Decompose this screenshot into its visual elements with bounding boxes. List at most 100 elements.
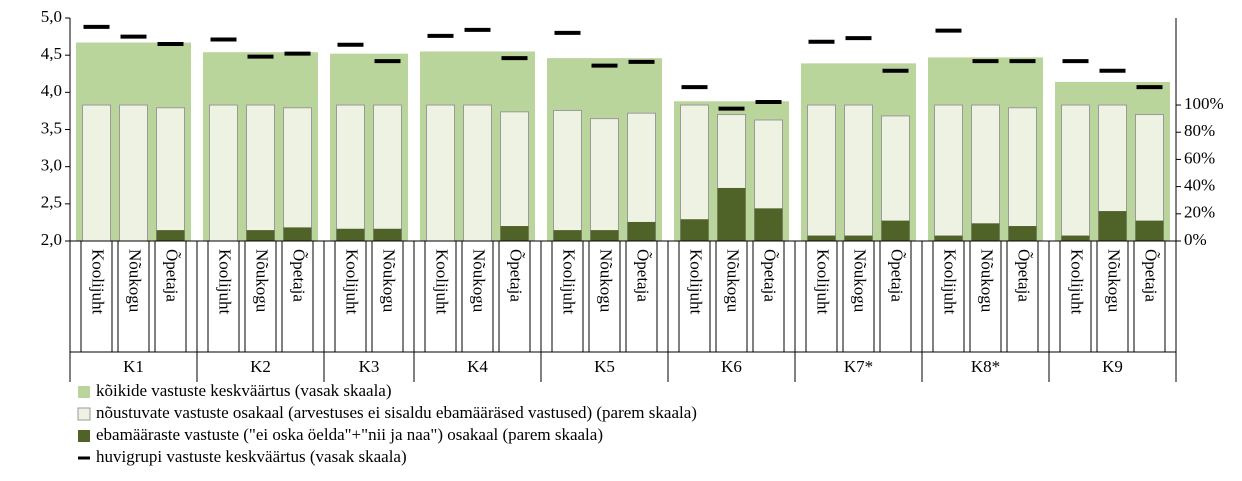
uncertain-share-bar [971,223,1000,241]
agree-share-bar [680,104,709,242]
agree-share-bar [336,104,365,242]
legend-label: huvigrupi vastuste keskväärtus (vasak sk… [96,447,407,466]
group-label: K1 [123,357,144,376]
uncertain-share-bar [1061,235,1090,241]
agree-share-bar [881,115,910,242]
subcategory-label: Õpetaja [761,249,780,302]
subcategory-label: Õpetaja [163,249,182,302]
agree-share-bar [283,107,312,242]
y-tick-label: 4,0 [41,81,62,100]
agree-share-bar [971,104,1000,242]
subcategory-label: Koolijuht [814,249,833,314]
subcategory-label: Koolijuht [941,249,960,314]
agree-share-bar [426,104,455,242]
y-tick-label: 3,5 [41,118,62,137]
uncertain-share-bar [754,208,783,241]
y-tick-label: 2,5 [41,193,62,212]
subcategory-label: Nõukogu [978,249,997,313]
agree-share-bar [156,107,185,242]
uncertain-share-bar [336,228,365,241]
uncertain-share-bar [680,219,709,241]
subcategory-label: Koolijuht [560,249,579,314]
uncertain-share-bar [881,220,910,241]
agree-share-bar [373,104,402,242]
uncertain-share-bar [934,235,963,241]
y2-tick-label: 40% [1184,176,1215,195]
subcategory-label: Nõukogu [470,249,489,313]
agree-share-bar [1061,104,1090,242]
subcategory-label: Koolijuht [1068,249,1087,314]
uncertain-share-bar [156,230,185,241]
subcategory-label: Õpetaja [1142,249,1161,302]
uncertain-share-bar [373,228,402,241]
subcategory-label: Koolijuht [433,249,452,314]
agree-share-bar [1135,114,1164,242]
group-label: K8* [971,357,1000,376]
legend-label: nõustuvate vastuste osakaal (arvestuses … [96,403,697,422]
subcategory-label: Nõukogu [1105,249,1124,313]
group-label: K7* [844,357,873,376]
group-label: K2 [250,357,271,376]
y-tick-label: 3,0 [41,156,62,175]
uncertain-share-bar [807,235,836,241]
subcategory-label: Õpetaja [634,249,653,302]
subcategory-label: Nõukogu [851,249,870,313]
agree-share-bar [119,104,148,242]
uncertain-share-bar [627,221,656,241]
legend-swatch [78,430,90,442]
agree-share-bar [844,104,873,242]
subcategory-label: Nõukogu [126,249,145,313]
uncertain-share-bar [553,230,582,241]
subcategory-label: Koolijuht [343,249,362,314]
group-label: K9 [1102,357,1123,376]
group-label: K4 [467,357,488,376]
subcategory-label: Õpetaja [888,249,907,302]
subcategory-label: Õpetaja [507,249,526,302]
uncertain-share-bar [283,227,312,241]
subcategory-label: Koolijuht [687,249,706,314]
subcategory-label: Nõukogu [380,249,399,313]
subcategory-label: Nõukogu [724,249,743,313]
uncertain-share-bar [500,226,529,241]
uncertain-share-bar [1098,211,1127,241]
y2-tick-label: 100% [1184,94,1224,113]
uncertain-share-bar [1008,226,1037,241]
uncertain-share-bar [717,187,746,241]
subcategory-label: Koolijuht [216,249,235,314]
agree-share-bar [553,109,582,242]
y2-tick-label: 80% [1184,121,1215,140]
legend-swatch [78,386,90,398]
group-label: K5 [594,357,615,376]
subcategory-label: Koolijuht [89,249,108,314]
y-tick-label: 2,0 [41,230,62,249]
y2-tick-label: 20% [1184,203,1215,222]
legend-swatch [77,407,91,421]
agree-share-bar [82,104,111,242]
agree-share-bar [463,104,492,242]
agree-share-bar [590,118,619,242]
subcategory-label: Õpetaja [1015,249,1034,302]
agree-share-bar [209,104,238,242]
group-label: K6 [721,357,742,376]
y-tick-label: 4,5 [41,44,62,63]
y2-tick-label: 60% [1184,148,1215,167]
group-label: K3 [359,357,380,376]
agree-share-bar [500,111,529,242]
agree-share-bar [807,104,836,242]
subcategory-label: Nõukogu [253,249,272,313]
y2-tick-label: 0% [1184,230,1207,249]
y-tick-label: 5,0 [41,7,62,26]
agree-share-bar [934,104,963,242]
legend-label: kõikide vastuste keskväärtus (vasak skaa… [96,381,392,400]
legend-label: ebamääraste vastuste ("ei oska öelda"+"n… [96,425,603,444]
agree-share-bar [246,104,275,242]
subcategory-label: Õpetaja [290,249,309,302]
uncertain-share-bar [1135,220,1164,241]
uncertain-share-bar [590,230,619,241]
uncertain-share-bar [844,235,873,241]
subcategory-label: Nõukogu [597,249,616,313]
agree-share-bar [1008,107,1037,242]
agree-share-bar [627,112,656,242]
uncertain-share-bar [246,230,275,241]
